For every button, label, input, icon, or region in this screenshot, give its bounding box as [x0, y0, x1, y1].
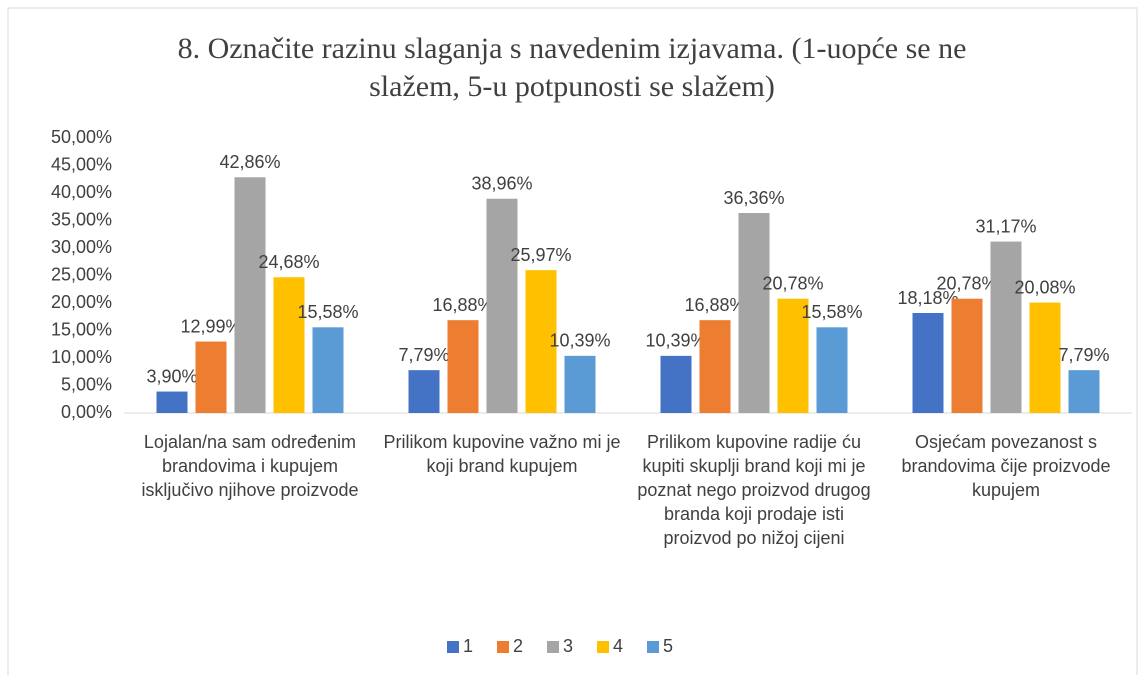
- data-label: 25,97%: [510, 245, 571, 265]
- data-label: 15,58%: [297, 302, 358, 322]
- data-label: 20,08%: [1014, 277, 1075, 297]
- data-label: 12,99%: [180, 316, 241, 336]
- legend-label: 4: [613, 636, 623, 656]
- bar: [660, 355, 692, 413]
- data-label: 7,79%: [398, 345, 449, 365]
- data-label: 16,88%: [684, 295, 745, 315]
- bar: [1068, 370, 1100, 413]
- bar: [738, 213, 770, 413]
- data-label: 10,39%: [645, 331, 706, 351]
- bar: [195, 341, 227, 413]
- bar: [273, 277, 305, 413]
- bar: [816, 327, 848, 413]
- y-tick-label: 25,00%: [51, 264, 112, 284]
- bar: [951, 298, 983, 413]
- data-label: 10,39%: [549, 331, 610, 351]
- data-label: 31,17%: [975, 216, 1036, 236]
- x-tick-label: Prilikom kupovine radije ću kupiti skupl…: [637, 432, 871, 548]
- legend-swatch: [447, 641, 459, 653]
- bar: [1029, 302, 1061, 413]
- data-label: 36,36%: [723, 188, 784, 208]
- y-tick-label: 15,00%: [51, 319, 112, 339]
- legend-swatch: [647, 641, 659, 653]
- data-label: 3,90%: [146, 366, 197, 386]
- legend-label: 3: [563, 636, 573, 656]
- data-label: 24,68%: [258, 252, 319, 272]
- legend-swatch: [497, 641, 509, 653]
- y-tick-label: 10,00%: [51, 347, 112, 367]
- data-label: 38,96%: [471, 173, 532, 193]
- chart-title: 8. Označite razinu slaganja s navedenim …: [177, 32, 967, 103]
- bar: [525, 270, 557, 413]
- y-tick-label: 50,00%: [51, 127, 112, 147]
- legend-swatch: [597, 641, 609, 653]
- chart-border: [7, 7, 1138, 675]
- data-label: 16,88%: [432, 295, 493, 315]
- bar: [699, 320, 731, 413]
- legend-label: 5: [663, 636, 673, 656]
- y-tick-label: 35,00%: [51, 209, 112, 229]
- x-tick-label: Lojalan/na sam određenim brandovima i ku…: [141, 432, 359, 500]
- bar: [777, 298, 809, 413]
- bar: [564, 355, 596, 413]
- y-tick-label: 45,00%: [51, 154, 112, 174]
- y-tick-label: 20,00%: [51, 292, 112, 312]
- y-tick-label: 5,00%: [61, 374, 112, 394]
- bar: [408, 370, 440, 413]
- y-tick-label: 40,00%: [51, 182, 112, 202]
- data-label: 20,78%: [762, 273, 823, 293]
- y-tick-label: 30,00%: [51, 237, 112, 257]
- legend-label: 1: [463, 636, 473, 656]
- data-label: 42,86%: [219, 152, 280, 172]
- bar: [912, 313, 944, 413]
- y-tick-label: 0,00%: [61, 402, 112, 422]
- bar: [990, 241, 1022, 413]
- data-label: 18,18%: [897, 288, 958, 308]
- data-label: 7,79%: [1058, 345, 1109, 365]
- bar: [312, 327, 344, 413]
- data-label: 20,78%: [936, 273, 997, 293]
- bar: [486, 198, 518, 413]
- bar: [156, 391, 188, 413]
- legend-swatch: [547, 641, 559, 653]
- bar: [447, 320, 479, 413]
- x-tick-label: Prilikom kupovine važno mi je koji brand…: [383, 432, 621, 476]
- legend-label: 2: [513, 636, 523, 656]
- bar: [234, 177, 266, 413]
- x-tick-label: Osjećam povezanost s brandovima čije pro…: [901, 432, 1111, 500]
- data-label: 15,58%: [801, 302, 862, 322]
